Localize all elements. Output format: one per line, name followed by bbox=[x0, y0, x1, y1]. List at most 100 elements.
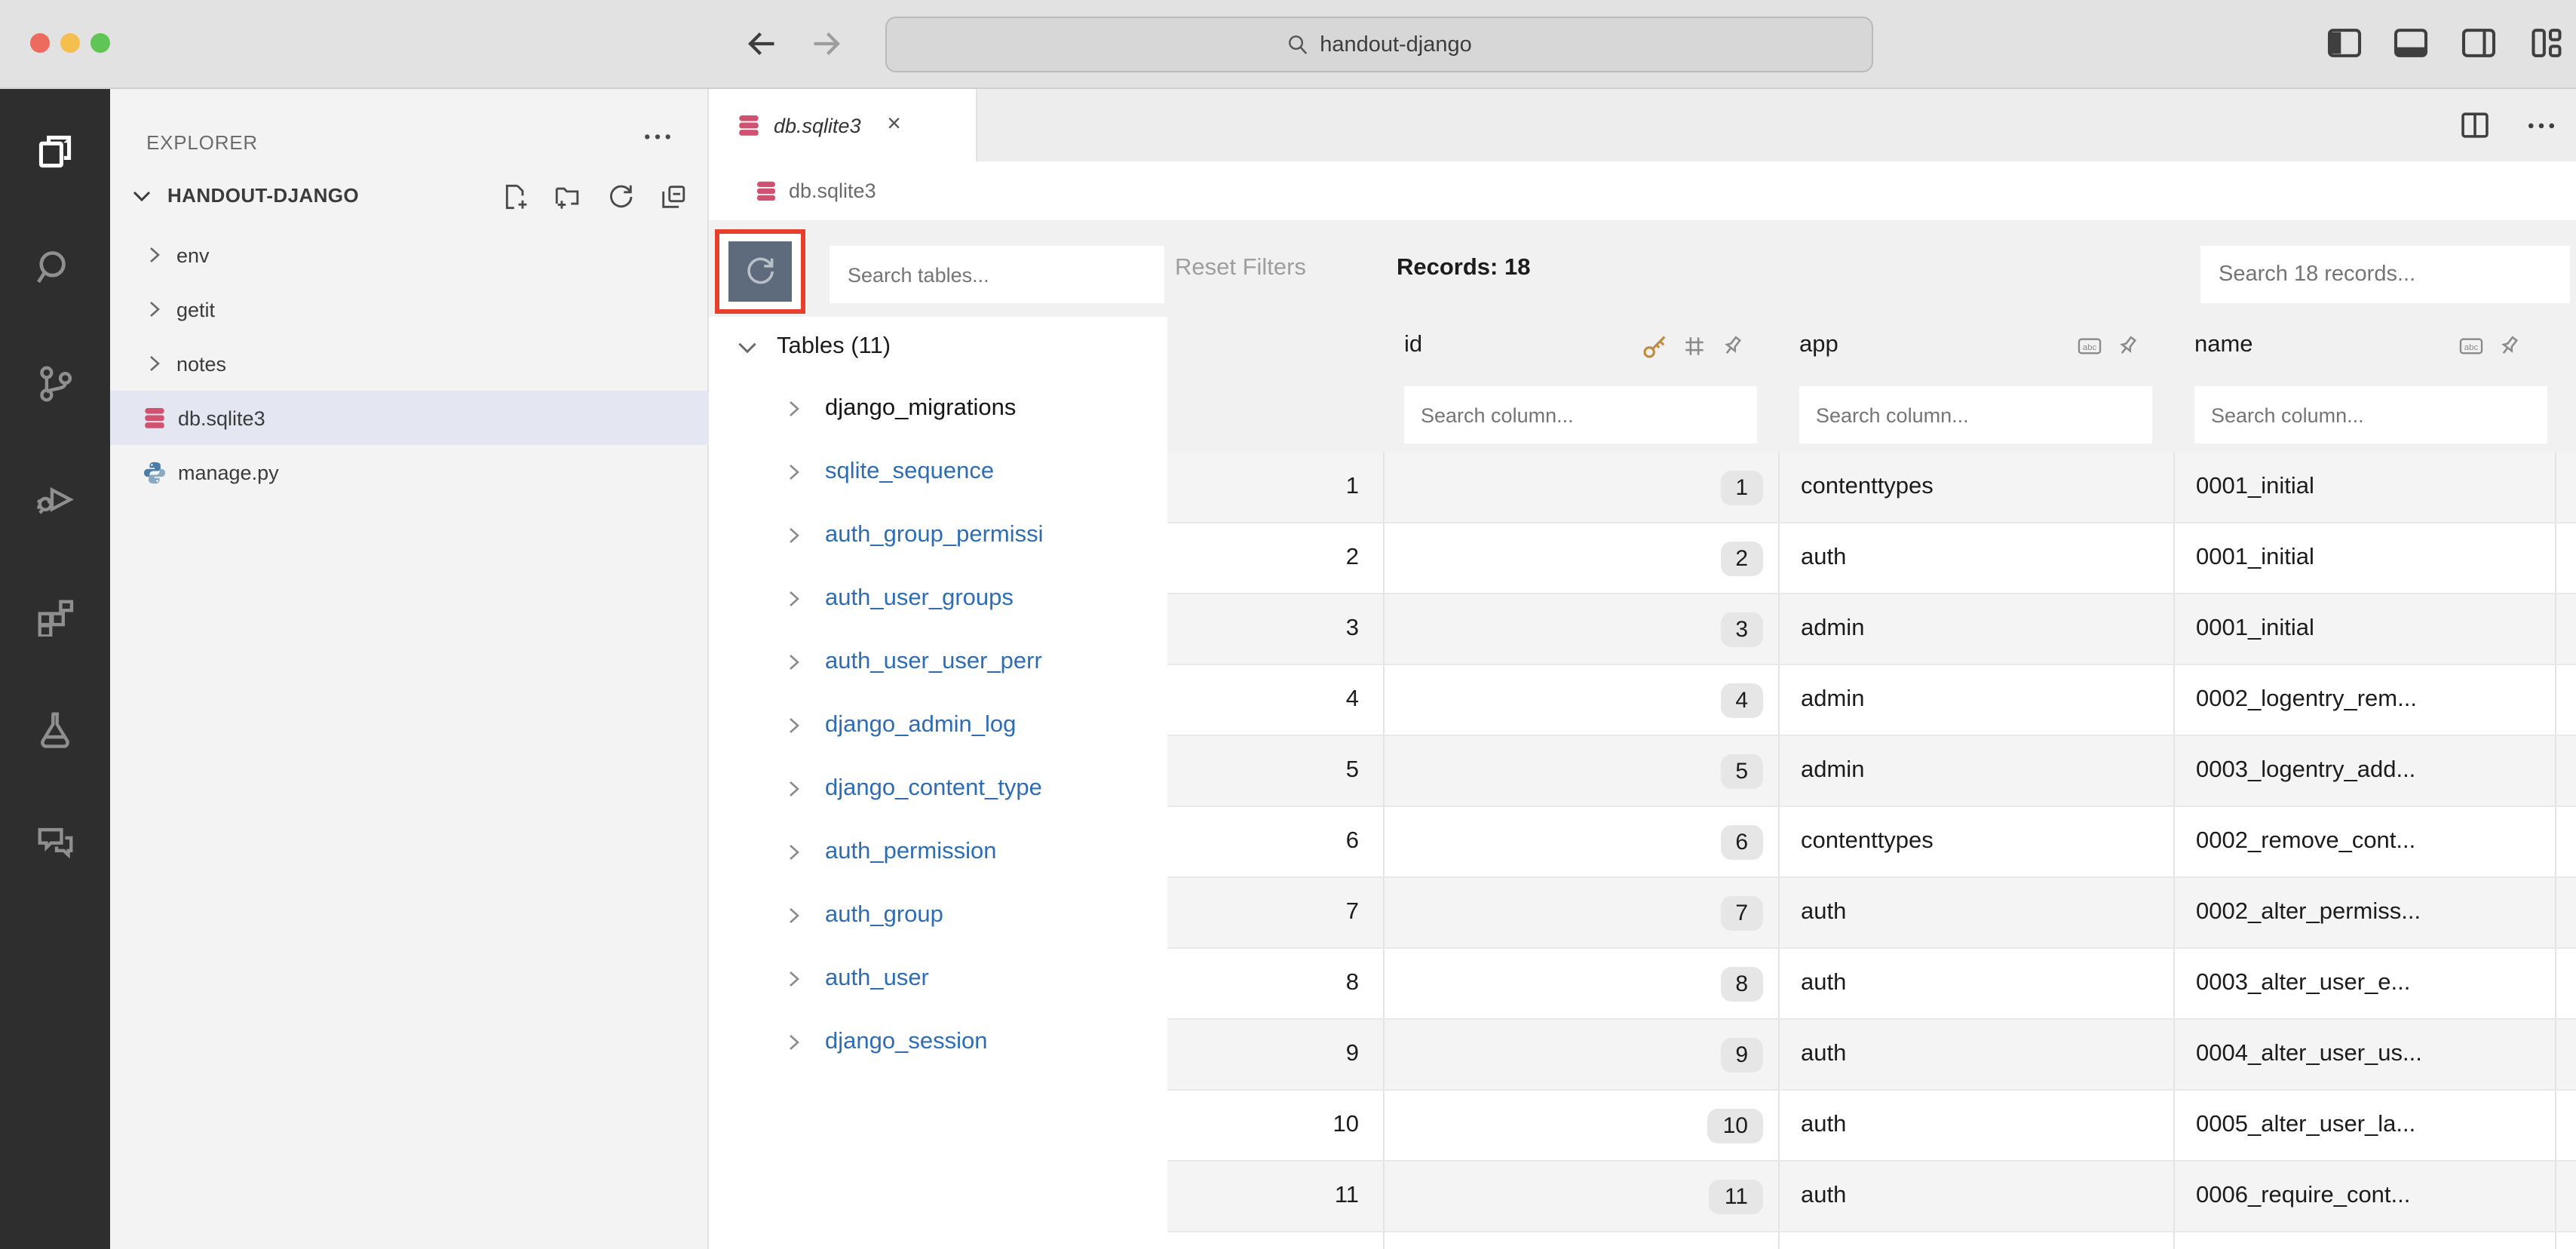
column-header-app[interactable]: app abc bbox=[1778, 317, 2173, 374]
collapse-folders-icon[interactable] bbox=[659, 183, 688, 211]
table-row[interactable]: 9 9 auth 0004_alter_user_us... bbox=[1167, 1020, 2576, 1091]
search-records-input[interactable] bbox=[2200, 246, 2570, 303]
activity-testing-icon[interactable] bbox=[0, 689, 110, 768]
search-tables-input[interactable] bbox=[830, 246, 1164, 303]
table-row[interactable]: 6 6 contenttypes 0002_remove_cont... bbox=[1167, 807, 2576, 878]
cell-id[interactable]: 11 bbox=[1383, 1162, 1778, 1231]
workspace-section-header[interactable]: HANDOUT-DJANGO bbox=[110, 173, 709, 222]
cell-app[interactable]: auth bbox=[1778, 1162, 2173, 1231]
table-row[interactable]: 7 7 auth 0002_alter_permiss... bbox=[1167, 878, 2576, 949]
cell-id[interactable]: 3 bbox=[1383, 594, 1778, 664]
cell-name[interactable]: 0001_initial bbox=[2173, 453, 2555, 522]
cell-name[interactable]: 0002_alter_permiss... bbox=[2173, 878, 2555, 947]
activity-comments-icon[interactable] bbox=[0, 802, 110, 881]
activity-source-control-icon[interactable] bbox=[0, 344, 110, 422]
sidebar-item-db-sqlite3[interactable]: db.sqlite3 bbox=[110, 391, 709, 445]
tables-list-item-auth_group[interactable]: auth_group bbox=[709, 884, 1167, 947]
table-row[interactable]: 1 1 contenttypes 0001_initial bbox=[1167, 453, 2576, 523]
toggle-secondary-sidebar-icon[interactable] bbox=[2460, 24, 2498, 62]
tables-list-item-auth_permission[interactable]: auth_permission bbox=[709, 821, 1167, 884]
table-row[interactable]: 8 8 auth 0003_alter_user_e... bbox=[1167, 949, 2576, 1020]
refresh-database-button[interactable] bbox=[728, 241, 792, 302]
cell-id[interactable]: 2 bbox=[1383, 523, 1778, 593]
explorer-more-actions-icon[interactable] bbox=[641, 119, 674, 152]
cell-id[interactable]: 9 bbox=[1383, 1020, 1778, 1089]
tables-list-item-auth_user_groups[interactable]: auth_user_groups bbox=[709, 567, 1167, 631]
cell-app[interactable]: auth bbox=[1778, 1020, 2173, 1089]
pin-column-icon[interactable] bbox=[1719, 333, 1745, 358]
split-editor-icon[interactable] bbox=[2458, 109, 2492, 142]
breadcrumb[interactable]: db.sqlite3 bbox=[709, 161, 2576, 220]
cell-id[interactable]: 4 bbox=[1383, 665, 1778, 735]
cell-app[interactable]: admin bbox=[1778, 665, 2173, 735]
activity-extensions-icon[interactable] bbox=[0, 576, 110, 655]
cell-name[interactable]: 0001_initial bbox=[2173, 523, 2555, 593]
customize-layout-icon[interactable] bbox=[2528, 24, 2565, 62]
sidebar-item-notes[interactable]: notes bbox=[110, 336, 709, 391]
activity-search-icon[interactable] bbox=[0, 228, 110, 306]
tables-list-item-django_migrations[interactable]: django_migrations bbox=[709, 377, 1167, 440]
workspace-search-box[interactable]: handout-django bbox=[885, 17, 1873, 72]
tables-section-header[interactable]: Tables (11) bbox=[709, 317, 1167, 377]
tables-list-item-auth_user_user_perr[interactable]: auth_user_user_perr bbox=[709, 631, 1167, 694]
cell-name[interactable]: 0006_require_cont... bbox=[2173, 1162, 2555, 1231]
search-column-name-input[interactable] bbox=[2194, 386, 2547, 443]
tables-list-item-django_content_type[interactable]: django_content_type bbox=[709, 757, 1167, 821]
refresh-explorer-icon[interactable] bbox=[606, 183, 635, 211]
table-row[interactable]: 2 2 auth 0001_initial bbox=[1167, 523, 2576, 594]
tab-db-sqlite3[interactable]: db.sqlite3 × bbox=[709, 89, 977, 161]
cell-app[interactable]: admin bbox=[1778, 736, 2173, 806]
cell-app[interactable]: auth bbox=[1778, 1091, 2173, 1160]
cell-app[interactable]: auth bbox=[1778, 949, 2173, 1018]
cell-id[interactable]: 8 bbox=[1383, 949, 1778, 1018]
cell-app[interactable]: auth bbox=[1778, 523, 2173, 593]
table-row[interactable]: 4 4 admin 0002_logentry_rem... bbox=[1167, 665, 2576, 736]
table-row[interactable]: 10 10 auth 0005_alter_user_la... bbox=[1167, 1091, 2576, 1162]
table-row[interactable]: 11 11 auth 0006_require_cont... bbox=[1167, 1162, 2576, 1232]
tables-list-item-sqlite_sequence[interactable]: sqlite_sequence bbox=[709, 440, 1167, 504]
cell-id[interactable]: 10 bbox=[1383, 1091, 1778, 1160]
activity-explorer-icon[interactable] bbox=[0, 112, 110, 190]
search-column-id-input[interactable] bbox=[1404, 386, 1757, 443]
sidebar-item-getit[interactable]: getit bbox=[110, 282, 709, 336]
cell-id[interactable]: 5 bbox=[1383, 736, 1778, 806]
cell-app[interactable]: auth bbox=[1778, 878, 2173, 947]
new-folder-icon[interactable] bbox=[554, 183, 582, 211]
cell-name[interactable]: 0005_alter_user_la... bbox=[2173, 1091, 2555, 1160]
tables-list-item-auth_group_permissi[interactable]: auth_group_permissi bbox=[709, 504, 1167, 567]
new-file-icon[interactable] bbox=[501, 183, 529, 211]
cell-id[interactable]: 1 bbox=[1383, 453, 1778, 522]
reset-filters-button[interactable]: Reset Filters bbox=[1175, 255, 1306, 281]
toggle-primary-sidebar-icon[interactable] bbox=[2326, 24, 2363, 62]
cell-id[interactable]: 7 bbox=[1383, 878, 1778, 947]
minimize-window-button[interactable] bbox=[60, 33, 80, 53]
toggle-panel-icon[interactable] bbox=[2392, 24, 2430, 62]
column-header-id[interactable]: id bbox=[1383, 317, 1778, 374]
close-window-button[interactable] bbox=[30, 33, 50, 53]
cell-name[interactable]: 0004_alter_user_us... bbox=[2173, 1020, 2555, 1089]
back-icon[interactable] bbox=[744, 26, 780, 62]
column-header-name[interactable]: name abc bbox=[2173, 317, 2555, 374]
pin-column-icon[interactable] bbox=[2496, 333, 2522, 358]
sidebar-item-manage-py[interactable]: manage.py bbox=[110, 445, 709, 499]
tables-list-item-django_session[interactable]: django_session bbox=[709, 1011, 1167, 1074]
tables-list-item-django_admin_log[interactable]: django_admin_log bbox=[709, 694, 1167, 757]
cell-id[interactable]: 6 bbox=[1383, 807, 1778, 876]
sidebar-item-env[interactable]: env bbox=[110, 228, 709, 282]
activity-run-debug-icon[interactable] bbox=[0, 460, 110, 539]
forward-icon[interactable] bbox=[808, 26, 845, 62]
tables-list-item-auth_user[interactable]: auth_user bbox=[709, 947, 1167, 1011]
search-column-app-input[interactable] bbox=[1799, 386, 2152, 443]
cell-app[interactable]: admin bbox=[1778, 594, 2173, 664]
cell-app[interactable]: contenttypes bbox=[1778, 807, 2173, 876]
maximize-window-button[interactable] bbox=[90, 33, 110, 53]
cell-name[interactable]: 0001_initial bbox=[2173, 594, 2555, 664]
cell-name[interactable]: 0002_remove_cont... bbox=[2173, 807, 2555, 876]
close-tab-icon[interactable]: × bbox=[887, 112, 901, 137]
pin-column-icon[interactable] bbox=[2114, 333, 2140, 358]
cell-name[interactable]: 0003_logentry_add... bbox=[2173, 736, 2555, 806]
cell-name[interactable]: 0002_logentry_rem... bbox=[2173, 665, 2555, 735]
table-row[interactable]: 3 3 admin 0001_initial bbox=[1167, 594, 2576, 665]
editor-more-actions-icon[interactable] bbox=[2525, 109, 2558, 142]
table-row[interactable]: 5 5 admin 0003_logentry_add... bbox=[1167, 736, 2576, 807]
